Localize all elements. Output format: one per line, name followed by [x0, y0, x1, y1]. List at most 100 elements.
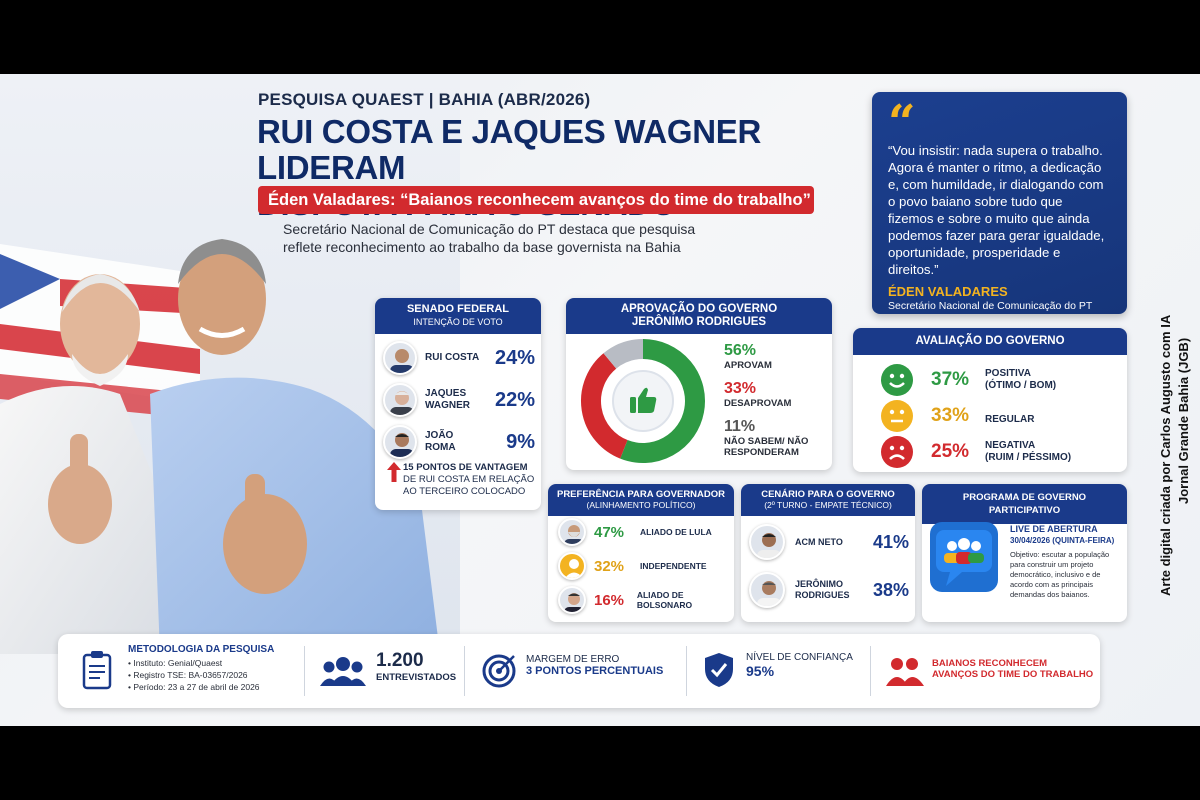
negative-value: 25%: [931, 441, 970, 462]
senate-row: RUI COSTA 24%: [383, 338, 535, 378]
pref-value: 47%: [594, 523, 625, 541]
pref-value: 16%: [594, 591, 625, 609]
headline-line-1: RUI COSTA E JAQUES WAGNER LIDERAM: [257, 113, 762, 186]
program-card-header: PROGRAMA DE GOVERNO PARTICIPATIVO: [922, 484, 1127, 524]
lead-line-3: AO TERCEIRO COLOCADO: [403, 486, 526, 497]
negative-label-line-1: NEGATIVA: [985, 440, 1036, 451]
approval-card-header: APROVAÇÃO DO GOVERNO JERÔNIMO RODRIGUES: [566, 298, 832, 334]
scenario-value: 41%: [872, 531, 909, 552]
approve-label: APROVAM: [724, 360, 772, 371]
preference-title: PREFERÊNCIA PARA GOVERNADOR: [556, 489, 726, 500]
quote-text: “Vou insistir: nada supera o trabalho. A…: [888, 143, 1105, 277]
pref-label: ALIADO DE BOLSONARO: [636, 590, 693, 610]
positive-label: POSITIVA (ÓTIMO / BOM): [985, 368, 1056, 392]
subheadline-line-1: Secretário Nacional de Comunicação do PT…: [283, 221, 696, 237]
methodology-title: METODOLOGIA DA PESQUISA: [128, 644, 275, 655]
scenario-name: JERÔNIMO RODRIGUES: [795, 579, 865, 601]
senate-row: JAQUES WAGNER 22%: [383, 380, 535, 420]
interviewed-value: 1.200: [376, 650, 424, 671]
candidate-value: 24%: [494, 346, 535, 369]
quote-box: “ “Vou insistir: nada supera o trabalho.…: [872, 92, 1127, 314]
quote-author: ÉDEN VALADARES: [888, 284, 1008, 299]
senate-card: SENADO FEDERAL INTENÇÃO DE VOTO RUI COST…: [375, 298, 541, 510]
program-card: PROGRAMA DE GOVERNO PARTICIPATIVO LIVE D…: [922, 484, 1127, 622]
target-icon: [482, 654, 516, 693]
candidate-value: 22%: [494, 388, 535, 411]
lead-line-2: DE RUI COSTA EM RELAÇÃO: [403, 474, 535, 485]
legend-approve: 56% APROVAM: [724, 342, 772, 371]
avatar: [383, 341, 417, 375]
subheadline: Secretário Nacional de Comunicação do PT…: [283, 220, 803, 256]
donut-slice-2: [603, 339, 644, 369]
margin-section: MARGEM DE ERRO 3 PONTOS PERCENTUAIS: [482, 634, 682, 708]
negative-label-line-2: (RUIM / PÉSSIMO): [985, 452, 1072, 463]
donut-slice-1: [581, 353, 628, 459]
methodology-item: • Registro TSE: BA-03657/2026: [128, 670, 248, 680]
clipboard-icon: [82, 650, 112, 695]
pref-value: 32%: [594, 557, 625, 575]
people-chat-icon: [930, 522, 998, 592]
lead-line-1: 15 PONTOS DE VANTAGEM: [403, 462, 528, 473]
pref-row: 16% ALIADO DE BOLSONARO: [558, 586, 734, 614]
letterbox-bottom: [0, 726, 1200, 800]
avatar: [383, 425, 417, 459]
scenario-card-header: CENÁRIO PARA O GOVERNO (2º TURNO - EMPAT…: [741, 484, 915, 516]
eval-row-regular: 33% REGULAR: [881, 400, 1034, 432]
methodology-strip: METODOLOGIA DA PESQUISA • Instituto: Gen…: [58, 634, 1100, 708]
positive-label-line-2: (ÓTIMO / BOM): [985, 380, 1057, 391]
pref-row: 32% INDEPENDENTE: [558, 552, 707, 580]
scenario-row: ACM NETO 41%: [749, 524, 909, 560]
people-icon: [886, 656, 924, 691]
program-live-line-1: LIVE DE ABERTURA: [1010, 524, 1098, 534]
donut-slice-0: [620, 339, 705, 463]
program-live-line-2: 30/04/2026 (QUINTA-FEIRA): [1010, 536, 1115, 545]
scenario-subtitle: (2º TURNO - EMPATE TÉCNICO): [764, 500, 892, 510]
infographic: PESQUISA QUAEST | BAHIA (ABR/2026) RUI C…: [0, 74, 1200, 726]
disapprove-label: DESAPROVAM: [724, 398, 792, 409]
scenario-value: 38%: [872, 579, 909, 600]
group-icon: [320, 656, 366, 691]
avatar: [749, 572, 785, 608]
candidate-name: JOÃO ROMA: [425, 430, 456, 453]
confidence-title: NÍVEL DE CONFIANÇA: [746, 652, 853, 663]
divider: [686, 646, 687, 696]
avatar: [749, 524, 785, 560]
preference-card: PREFERÊNCIA PARA GOVERNADOR (ALINHAMENTO…: [548, 484, 734, 622]
margin-title: MARGEM DE ERRO: [526, 654, 620, 665]
confidence-section: NÍVEL DE CONFIANÇA 95%: [704, 634, 864, 708]
quote-mark-icon: “: [888, 95, 916, 151]
quote-banner: Éden Valadares: “Baianos reconhecem avan…: [258, 186, 814, 214]
credit-line-2: Jornal Grande Bahia (JGB): [1176, 337, 1191, 504]
closing-line-2: AVANÇOS DO TIME DO TRABALHO: [932, 669, 1094, 680]
scenario-title: CENÁRIO PARA O GOVERNO: [761, 489, 895, 500]
regular-value: 33%: [931, 405, 970, 426]
letterbox-top: [0, 0, 1200, 74]
methodology-text: METODOLOGIA DA PESQUISA • Instituto: Gen…: [128, 644, 288, 693]
subheadline-line-2: reflete reconhecimento ao trabalho da ba…: [283, 239, 681, 255]
positive-value: 37%: [931, 369, 970, 390]
scenario-name-line-2: RODRIGUES: [795, 590, 850, 600]
avatar: [558, 518, 586, 546]
positive-label-line-1: POSITIVA: [985, 368, 1031, 379]
approve-value: 56%: [724, 342, 757, 359]
survey-kicker: PESQUISA QUAEST | BAHIA (ABR/2026): [258, 90, 591, 109]
eval-row-negative: 25% NEGATIVA (RUIM / PÉSSIMO): [881, 436, 1071, 468]
avatar: [383, 383, 417, 417]
divider: [464, 646, 465, 696]
person-left: [0, 274, 170, 654]
neutral-face-icon: [881, 400, 913, 432]
arrow-up-icon: [387, 462, 403, 498]
senate-card-header: SENADO FEDERAL INTENÇÃO DE VOTO: [375, 298, 541, 334]
happy-face-icon: [881, 364, 913, 396]
avatar: [558, 586, 586, 614]
approval-title-line-1: APROVAÇÃO DO GOVERNO: [620, 303, 778, 315]
scenario-row: JERÔNIMO RODRIGUES 38%: [749, 572, 909, 608]
regular-label: REGULAR: [985, 414, 1035, 425]
pref-label: INDEPENDENTE: [640, 561, 707, 571]
senate-row: JOÃO ROMA 9%: [383, 422, 535, 462]
candidate-name: RUI COSTA: [425, 352, 480, 363]
sad-face-icon: [881, 436, 913, 468]
closing-section: BAIANOS RECONHECEM AVANÇOS DO TIME DO TR…: [886, 634, 1096, 708]
closing-text: BAIANOS RECONHECEM AVANÇOS DO TIME DO TR…: [932, 658, 1093, 680]
side-credit: Arte digital criada por Carlos Augusto c…: [1150, 164, 1191, 604]
